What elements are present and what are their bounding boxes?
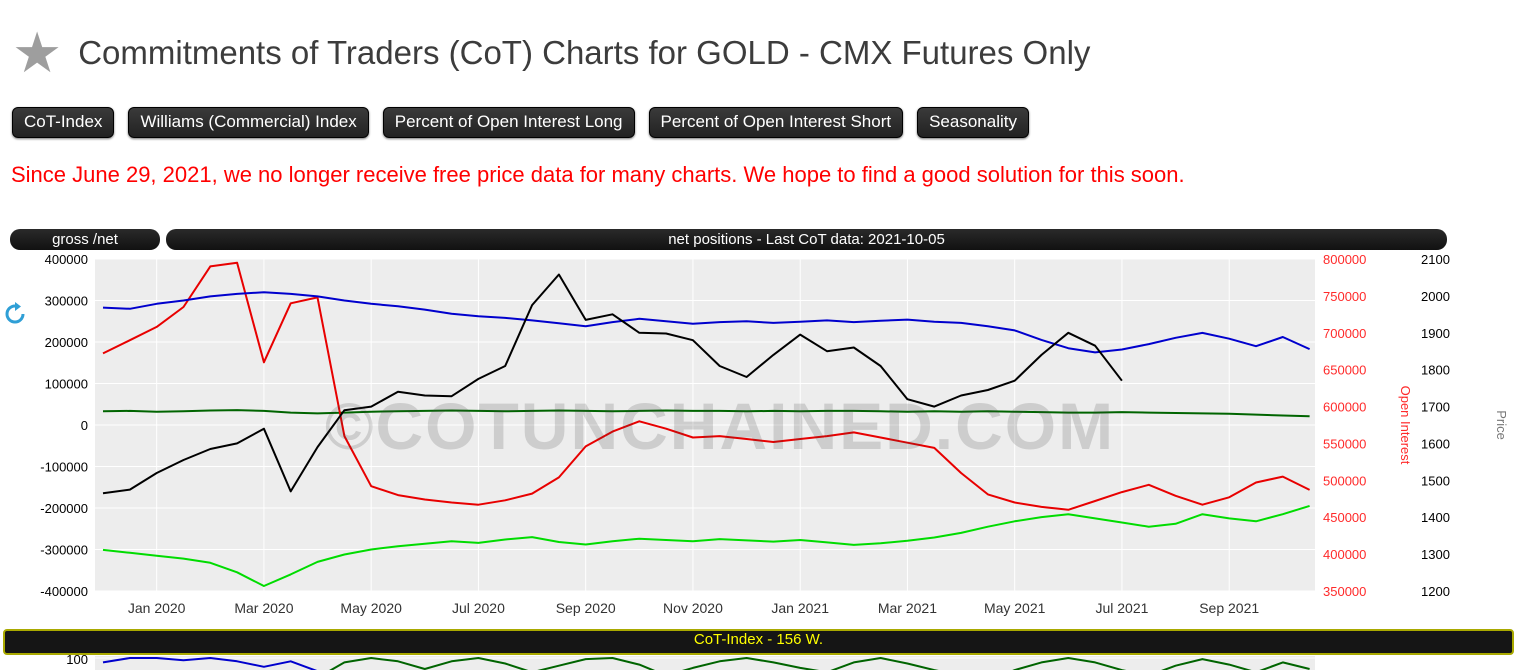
svg-text:400000: 400000 [45, 252, 88, 267]
svg-text:2000: 2000 [1421, 289, 1450, 304]
net-positions-header: net positions - Last CoT data: 2021-10-0… [166, 229, 1447, 250]
svg-text:1500: 1500 [1421, 473, 1450, 488]
svg-text:700000: 700000 [1323, 326, 1366, 341]
svg-text:Sep 2021: Sep 2021 [1199, 600, 1259, 616]
svg-text:550000: 550000 [1323, 436, 1366, 451]
series-small-speculators-net [102, 409, 1310, 418]
svg-text:May 2021: May 2021 [984, 600, 1046, 616]
svg-text:1900: 1900 [1421, 326, 1450, 341]
svg-text:450000: 450000 [1323, 510, 1366, 525]
svg-text:750000: 750000 [1323, 289, 1366, 304]
svg-text:1300: 1300 [1421, 547, 1450, 562]
price-data-notice: Since June 29, 2021, we no longer receiv… [11, 162, 1185, 187]
reload-icon[interactable] [3, 302, 27, 326]
svg-text:200000: 200000 [45, 335, 88, 350]
svg-text:Sep 2020: Sep 2020 [556, 600, 616, 616]
svg-text:1200: 1200 [1421, 584, 1450, 599]
williams-commercial-index-button[interactable]: Williams (Commercial) Index [128, 107, 369, 138]
percent-open-interest-long-button[interactable]: Percent of Open Interest Long [382, 107, 635, 138]
svg-text:Jan 2020: Jan 2020 [128, 600, 186, 616]
net-positions-chart: ©COTUNCHAINED.COM 400000 300000 200000 10000… [40, 252, 1509, 616]
open-interest-axis-label: Open Interest [1398, 386, 1413, 465]
svg-text:400000: 400000 [1323, 547, 1366, 562]
svg-text:-200000: -200000 [40, 501, 88, 516]
svg-text:1800: 1800 [1421, 363, 1450, 378]
star-icon[interactable]: ★ [12, 21, 63, 85]
watermark: ©COTUNCHAINED.COM [325, 389, 1115, 463]
page-title: Commitments of Traders (CoT) Charts for … [78, 34, 1091, 72]
svg-text:1600: 1600 [1421, 436, 1450, 451]
cot-index-chart-sliver: 100 [66, 652, 1315, 670]
series-open-interest [102, 261, 1311, 511]
seasonality-button[interactable]: Seasonality [917, 107, 1029, 138]
svg-text:1700: 1700 [1421, 400, 1450, 415]
svg-text:300000: 300000 [45, 294, 88, 309]
svg-text:-400000: -400000 [40, 584, 88, 599]
svg-text:350000: 350000 [1323, 584, 1366, 599]
svg-text:Nov 2020: Nov 2020 [663, 600, 723, 616]
svg-text:-100000: -100000 [40, 460, 88, 475]
cot-index-button[interactable]: CoT-Index [12, 107, 115, 138]
svg-text:Jul 2021: Jul 2021 [1095, 600, 1148, 616]
percent-open-interest-short-button[interactable]: Percent of Open Interest Short [648, 107, 904, 138]
svg-text:Jul 2020: Jul 2020 [452, 600, 505, 616]
svg-text:800000: 800000 [1323, 252, 1366, 267]
series-large-speculators-net [102, 291, 1311, 354]
svg-text:650000: 650000 [1323, 363, 1366, 378]
svg-text:100: 100 [66, 652, 88, 667]
price-axis-label: Price [1494, 410, 1509, 440]
gross-net-toggle[interactable]: gross /net [10, 229, 160, 250]
svg-text:-300000: -300000 [40, 543, 88, 558]
plot-background [95, 656, 1315, 670]
svg-text:500000: 500000 [1323, 473, 1366, 488]
svg-text:Jan 2021: Jan 2021 [771, 600, 829, 616]
svg-text:1400: 1400 [1421, 510, 1450, 525]
chart-type-nav: CoT-Index Williams (Commercial) Index Pe… [12, 107, 1029, 138]
series-cot-index-large-speculators [102, 657, 318, 670]
svg-text:0: 0 [81, 418, 88, 433]
cot-index-section-header: CoT-Index - 156 W. [3, 629, 1514, 655]
page-header: ★ Commitments of Traders (CoT) Charts fo… [12, 12, 1090, 94]
svg-text:2100: 2100 [1421, 252, 1450, 267]
svg-text:May 2020: May 2020 [340, 600, 402, 616]
svg-text:Mar 2021: Mar 2021 [878, 600, 937, 616]
svg-text:100000: 100000 [45, 377, 88, 392]
series-commercials-net [102, 504, 1310, 587]
svg-text:600000: 600000 [1323, 400, 1366, 415]
series-cot-index-commercials [329, 657, 1310, 670]
series-price [102, 273, 1123, 495]
svg-text:Mar 2020: Mar 2020 [234, 600, 293, 616]
